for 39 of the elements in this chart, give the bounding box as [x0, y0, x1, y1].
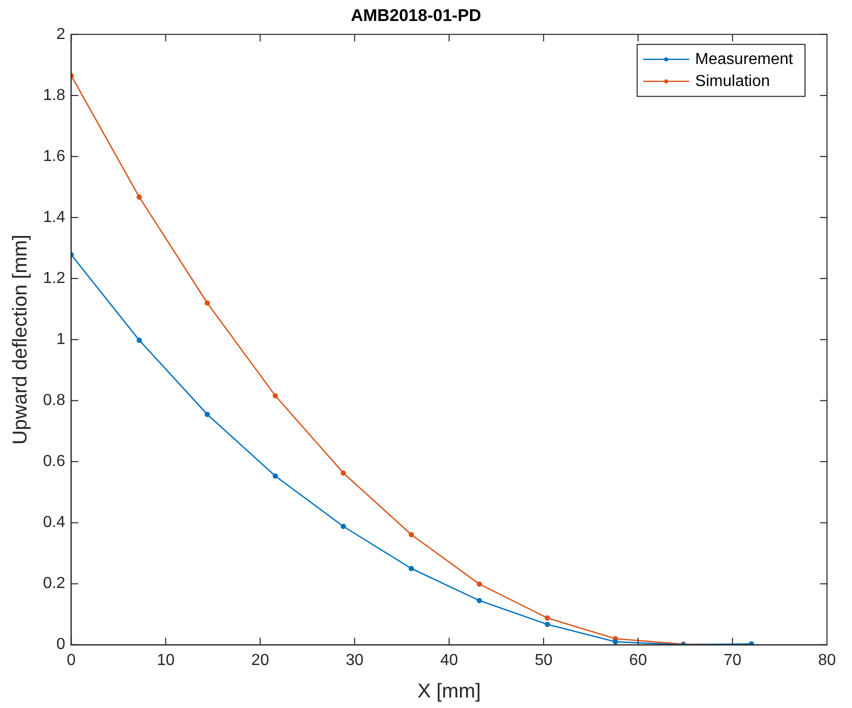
- point: [272, 393, 278, 398]
- y-tick-label: 0.4: [42, 514, 66, 532]
- point: [340, 524, 346, 530]
- point: [136, 194, 142, 200]
- point: [476, 581, 482, 587]
- point: [136, 338, 142, 343]
- point: [476, 598, 482, 604]
- chart-title: AMB2018-01-PD: [350, 6, 482, 25]
- x-tick-label: 50: [534, 652, 553, 669]
- x-tick-label: 20: [251, 652, 270, 669]
- point: [272, 473, 278, 479]
- y-axis-title: Upward deflection [mm]: [10, 234, 32, 445]
- x-tick-label: 80: [818, 652, 836, 669]
- y-tick-label: 1.6: [42, 148, 66, 165]
- y-tick-label: 0.6: [42, 453, 66, 470]
- x-tick-label: 30: [346, 652, 364, 669]
- y-tick-label: 1: [56, 331, 66, 348]
- point: [204, 412, 210, 418]
- y-tick-label: 1.8: [42, 86, 66, 104]
- point: [408, 532, 414, 538]
- y-tick-label: 0.2: [42, 575, 66, 592]
- x-axis-title: X [mm]: [417, 680, 481, 703]
- point: [408, 566, 414, 572]
- x-tick-label: 40: [440, 652, 458, 669]
- legend-label: Simulation: [695, 72, 770, 90]
- point: [544, 615, 550, 621]
- point: [204, 300, 210, 306]
- y-tick-label: 1.2: [42, 270, 66, 287]
- y-tick-label: 0: [56, 636, 66, 654]
- x-tick-label: 60: [629, 652, 648, 669]
- y-tick-label: 2: [56, 26, 66, 43]
- y-tick-label: 0.8: [42, 392, 66, 410]
- legend-label: Measurement: [695, 50, 794, 68]
- x-tick-label: 70: [724, 652, 742, 669]
- point: [544, 622, 550, 627]
- x-tick-label: 10: [156, 652, 175, 669]
- y-tick-label: 1.4: [42, 208, 66, 226]
- point: [612, 639, 618, 644]
- point: [340, 470, 346, 476]
